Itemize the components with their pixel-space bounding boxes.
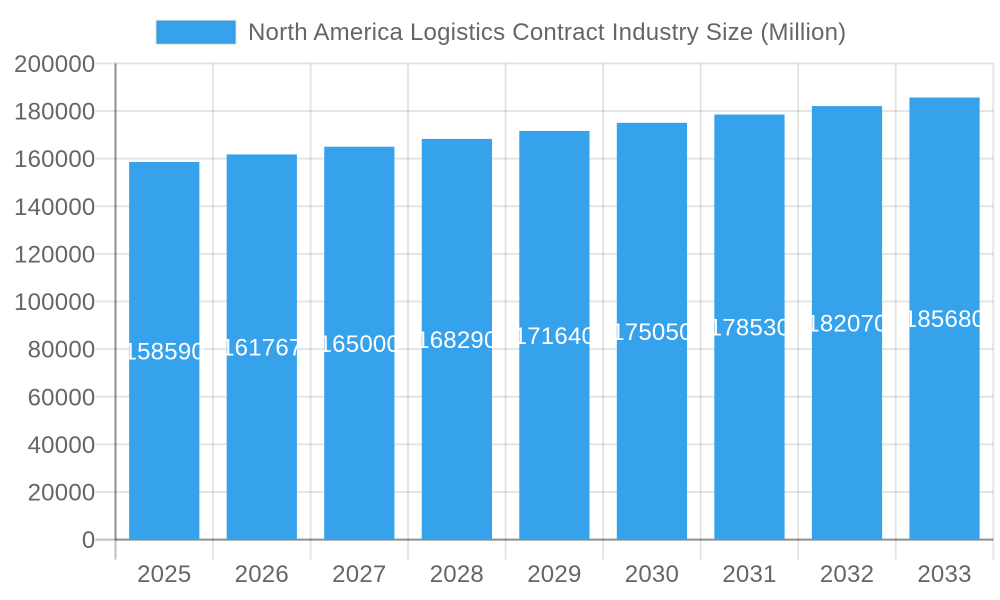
svg-text:North America Logistics Contra: North America Logistics Contract Industr… — [248, 19, 846, 46]
svg-text:182070: 182070 — [806, 310, 887, 337]
svg-text:60000: 60000 — [28, 384, 96, 411]
svg-text:2029: 2029 — [527, 561, 581, 588]
svg-text:20000: 20000 — [28, 480, 96, 507]
svg-text:40000: 40000 — [28, 432, 96, 459]
svg-text:0: 0 — [82, 527, 96, 554]
svg-text:168290: 168290 — [416, 327, 497, 354]
svg-text:160000: 160000 — [14, 146, 95, 173]
svg-text:2026: 2026 — [235, 561, 289, 588]
svg-text:2032: 2032 — [820, 561, 874, 588]
svg-text:2030: 2030 — [625, 561, 679, 588]
svg-text:161767: 161767 — [221, 335, 302, 362]
svg-text:185680: 185680 — [904, 306, 985, 333]
svg-text:2027: 2027 — [332, 561, 386, 588]
svg-text:175050: 175050 — [611, 319, 692, 346]
svg-text:2031: 2031 — [722, 561, 776, 588]
svg-text:2025: 2025 — [137, 561, 191, 588]
svg-text:158590: 158590 — [124, 338, 205, 365]
svg-text:140000: 140000 — [14, 194, 95, 221]
svg-text:2028: 2028 — [430, 561, 484, 588]
svg-text:171640: 171640 — [514, 323, 595, 350]
svg-text:80000: 80000 — [28, 337, 96, 364]
svg-text:100000: 100000 — [14, 289, 95, 316]
svg-text:120000: 120000 — [14, 241, 95, 268]
svg-text:180000: 180000 — [14, 99, 95, 126]
svg-text:165000: 165000 — [319, 331, 400, 358]
svg-text:200000: 200000 — [14, 51, 95, 78]
svg-text:2033: 2033 — [917, 561, 971, 588]
svg-text:178530: 178530 — [709, 315, 790, 342]
